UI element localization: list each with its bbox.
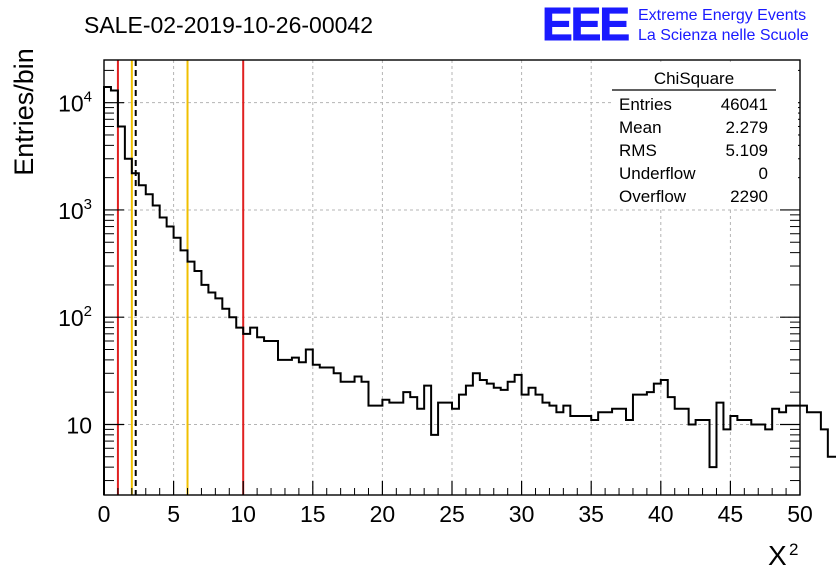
stats-label-entries: Entries: [619, 95, 672, 114]
stats-title: ChiSquare: [654, 69, 734, 88]
histogram-outline: [103, 86, 836, 495]
x-tick-label: 5: [167, 501, 180, 527]
x-axis-label: X 2: [768, 540, 798, 571]
eee-logo: EEE Extreme Energy Events La Scienza nel…: [542, 0, 809, 51]
threshold-lines: [116, 60, 245, 495]
x-tick-label: 20: [370, 501, 396, 527]
axis-ticks: [103, 69, 801, 495]
x-tick-label: 10: [230, 501, 256, 527]
stats-value-overflow: 2290: [730, 187, 768, 206]
x-tick-label: 30: [509, 501, 535, 527]
stats-value-entries: 46041: [721, 95, 768, 114]
x-tick-label: 40: [648, 501, 674, 527]
stats-label-mean: Mean: [619, 118, 662, 137]
chart-title: SALE-02-2019-10-26-00042: [84, 12, 373, 38]
x-axis-label-superscript: 2: [789, 540, 798, 559]
x-tick-label: 25: [439, 501, 465, 527]
stats-label-rms: RMS: [619, 141, 657, 160]
stats-label-underflow: Underflow: [619, 164, 696, 183]
tick-labels: 0 5 10 15 20 25 30 35 40 45 50 10 102 103 104: [58, 89, 813, 527]
y-tick-label: 103: [58, 196, 92, 224]
stats-value-mean: 2.279: [725, 118, 768, 137]
y-tick-label: 10: [66, 412, 92, 438]
logo-line-2: La Scienza nelle Scuole: [638, 27, 809, 44]
y-axis-label: Entries/bin: [9, 48, 39, 176]
x-tick-label: 50: [787, 501, 813, 527]
logo-mark: EEE: [542, 0, 628, 50]
stats-value-rms: 5.109: [725, 141, 768, 160]
logo-line-1: Extreme Energy Events: [638, 7, 806, 24]
x-tick-label: 0: [98, 501, 111, 527]
stats-label-overflow: Overflow: [619, 187, 687, 206]
y-tick-label: 102: [58, 303, 92, 331]
y-tick-label: 104: [58, 89, 92, 117]
x-tick-label: 45: [718, 501, 744, 527]
stats-box-background: [612, 62, 798, 208]
x-tick-label: 35: [578, 501, 604, 527]
stats-value-underflow: 0: [759, 164, 768, 183]
histogram: [103, 86, 836, 495]
stats-box: ChiSquare Entries 46041 Mean 2.279 RMS 5…: [612, 62, 798, 208]
x-axis-label-base: X: [768, 540, 787, 571]
x-tick-label: 15: [300, 501, 326, 527]
